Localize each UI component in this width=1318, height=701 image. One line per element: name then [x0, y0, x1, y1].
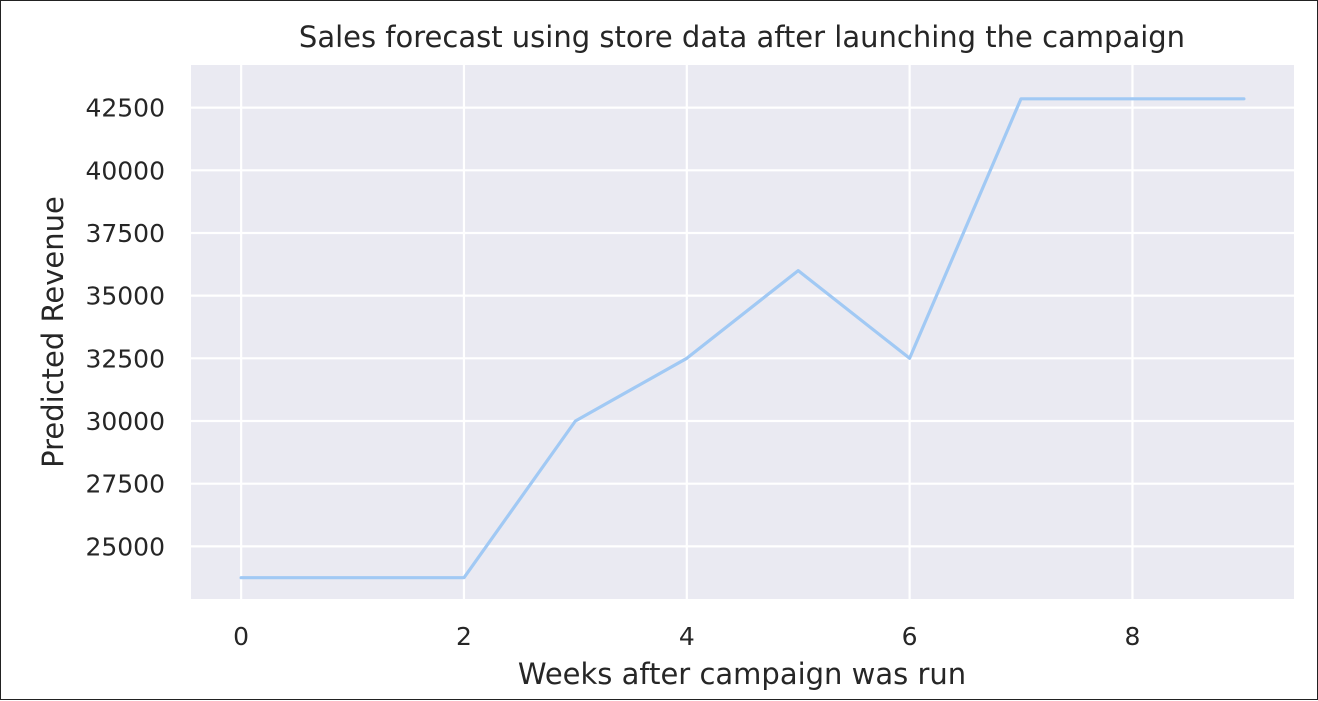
y-tick-label: 35000: [85, 282, 165, 311]
y-tick-label: 37500: [85, 219, 165, 248]
x-axis-title: Weeks after campaign was run: [518, 657, 966, 691]
y-tick-label: 30000: [85, 407, 165, 436]
y-tick-label: 42500: [85, 94, 165, 123]
chart-title: Sales forecast using store data after la…: [299, 20, 1185, 54]
x-tick-label: 8: [1124, 622, 1140, 651]
x-tick-label: 2: [456, 622, 472, 651]
series-line: [239, 97, 1246, 580]
series-layer: [239, 97, 1246, 580]
x-tick-label: 0: [233, 622, 249, 651]
y-tick-label: 27500: [85, 470, 165, 499]
x-tick-label: 4: [679, 622, 695, 651]
y-tick-label: 40000: [85, 156, 165, 185]
grid-lines: [191, 65, 1294, 599]
y-tick-label: 32500: [85, 344, 165, 373]
y-tick-label: 25000: [85, 532, 165, 561]
tick-labels: 0 2 4 6 8 25000 27500 30000 32500 35000 37500 40000…: [85, 94, 1140, 651]
plot-area: [191, 65, 1294, 599]
x-tick-label: 6: [902, 622, 918, 651]
y-axis-title: Predicted Revenue: [36, 196, 70, 468]
